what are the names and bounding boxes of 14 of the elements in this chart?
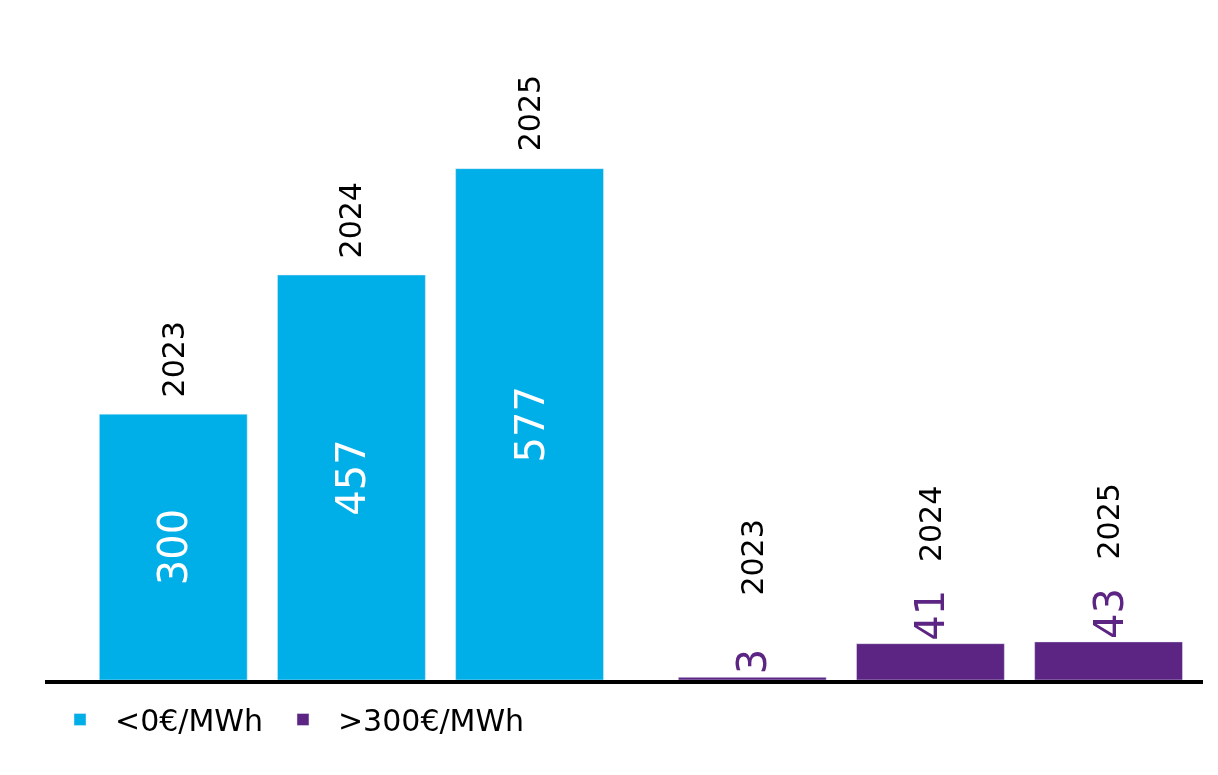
category-label: 2025 [1090, 483, 1126, 560]
data-label: 41 [907, 589, 954, 641]
text: 2025 [511, 74, 547, 152]
data-label: 300 [150, 508, 197, 586]
data-label: 3 [729, 648, 776, 675]
data-label: 43 [1085, 587, 1132, 639]
category-label: 2023 [734, 519, 770, 596]
legend-label: <0€/MWh [115, 703, 263, 739]
data-label: 457 [328, 439, 375, 516]
category-label: 2024 [912, 485, 948, 563]
annotation: 2023 [156, 321, 192, 398]
data-label: 577 [506, 386, 553, 463]
annotation: 2024 [333, 182, 369, 259]
legend-label: >300€/MWh [337, 703, 525, 739]
